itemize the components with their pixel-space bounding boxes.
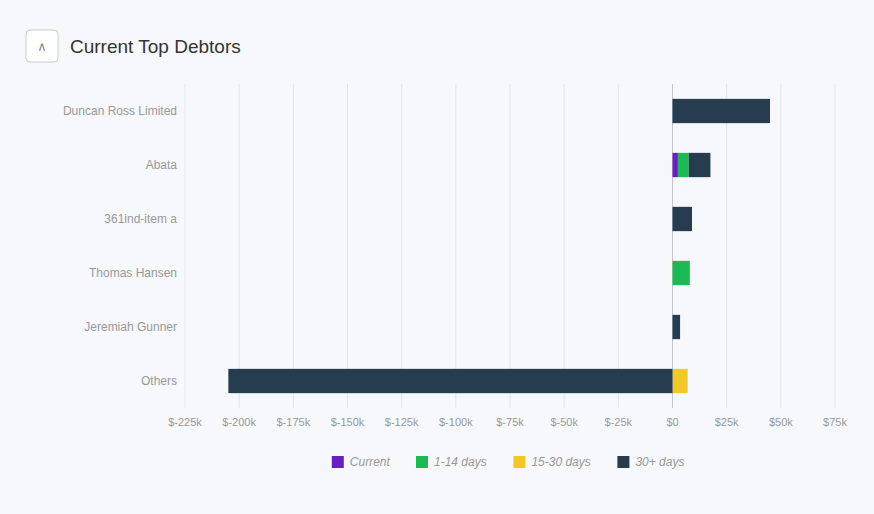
legend: Current 1-14 days 15-30 days 30+ days	[332, 455, 685, 469]
background	[0, 0, 874, 514]
chevron-frame	[26, 30, 58, 62]
y-tick-label: Jeremiah Gunner	[84, 320, 177, 334]
grid-line	[239, 84, 240, 408]
x-tick-label: $0	[666, 416, 678, 428]
bar-segment	[689, 153, 711, 177]
chevron-box: ∧	[26, 30, 58, 62]
bar-segment	[673, 261, 690, 285]
bar-segment	[673, 99, 771, 123]
grid-line	[780, 84, 781, 408]
bar-segment	[678, 153, 689, 177]
x-tick-label: $-25k	[605, 416, 633, 428]
grid-line	[401, 84, 402, 408]
y-tick-label: Thomas Hansen	[89, 266, 177, 280]
grid-line	[510, 84, 511, 408]
bar-segment	[673, 315, 681, 339]
legend-label: 1-14 days	[434, 455, 487, 469]
x-tick-label: $50k	[769, 416, 793, 428]
grid-line	[835, 84, 836, 408]
legend-swatch	[513, 456, 525, 468]
legend-swatch	[617, 456, 629, 468]
bar-segment	[673, 207, 693, 231]
x-tick-label: $-100k	[439, 416, 473, 428]
x-tick-label: $-75k	[496, 416, 524, 428]
x-tick-label: $-200k	[222, 416, 256, 428]
legend-label: Current	[350, 455, 391, 469]
chart-title: Current Top Debtors	[70, 36, 241, 57]
y-tick-label: 361ind-item a	[104, 212, 177, 226]
grid-line	[185, 84, 186, 408]
grid-line	[564, 84, 565, 408]
legend-label: 15-30 days	[531, 455, 590, 469]
x-tick-label: $-150k	[331, 416, 365, 428]
x-tick-label: $-125k	[385, 416, 419, 428]
grid-line	[347, 84, 348, 408]
bar-segment	[228, 369, 672, 393]
chart-svg: ∧ Current Top Debtors $-225k $-200k $-175k $-…	[0, 0, 874, 514]
x-tick-label: $25k	[715, 416, 739, 428]
x-tick-label: $-225k	[168, 416, 202, 428]
legend-label: 30+ days	[635, 455, 684, 469]
y-tick-label: Others	[141, 374, 177, 388]
grid-line	[726, 84, 727, 408]
grid-line	[455, 84, 456, 408]
legend-swatch	[332, 456, 344, 468]
x-tick-label: $-175k	[277, 416, 311, 428]
legend-swatch	[416, 456, 428, 468]
x-tick-label: $-50k	[550, 416, 578, 428]
annotation: ∧	[37, 39, 47, 54]
grid	[185, 84, 835, 408]
chart-container: ∧ Current Top Debtors $-225k $-200k $-175k $-…	[0, 0, 874, 514]
bar-segment	[673, 369, 688, 393]
grid-line	[293, 84, 294, 408]
bar-segment	[673, 153, 678, 177]
grid-line	[672, 84, 673, 408]
bars	[228, 99, 770, 393]
x-tick-label: $75k	[823, 416, 847, 428]
grid-line	[618, 84, 619, 408]
y-tick-label: Abata	[146, 158, 178, 172]
y-tick-label: Duncan Ross Limited	[63, 104, 177, 118]
